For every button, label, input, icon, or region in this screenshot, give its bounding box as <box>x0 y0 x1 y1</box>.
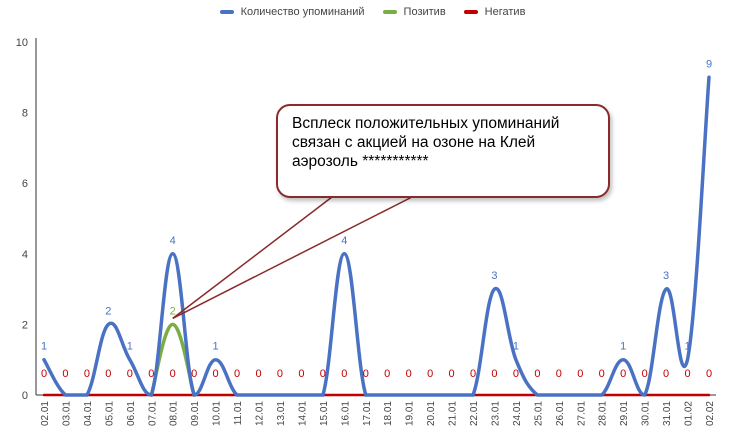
data-label-negative: 0 <box>406 368 412 380</box>
x-tick-label: 13.01 <box>276 401 287 426</box>
x-tick-label: 28.01 <box>598 401 609 426</box>
x-tick-label: 20.01 <box>426 401 437 426</box>
x-tick-label: 01.02 <box>684 401 695 426</box>
data-label-negative: 0 <box>663 368 669 380</box>
x-tick-label: 03.01 <box>61 401 72 426</box>
data-label-mentions: 3 <box>491 270 497 282</box>
legend-label-mentions: Количество упоминаний <box>240 6 365 18</box>
x-tick-label: 18.01 <box>383 401 394 426</box>
data-label-mentions: 1 <box>213 341 219 353</box>
x-tick-label: 30.01 <box>641 401 652 426</box>
x-tick-label: 02.01 <box>40 401 51 426</box>
x-tick-label: 27.01 <box>576 401 587 426</box>
x-tick-label: 06.01 <box>126 401 137 426</box>
data-label-negative: 0 <box>449 368 455 380</box>
chart-legend: Количество упоминаний Позитив Негатив <box>0 6 745 18</box>
data-label-mentions: 4 <box>170 235 176 247</box>
data-label-negative: 0 <box>556 368 562 380</box>
data-label-negative: 0 <box>706 368 712 380</box>
data-label-negative: 0 <box>105 368 111 380</box>
data-label-negative: 0 <box>577 368 583 380</box>
data-label-negative: 0 <box>127 368 133 380</box>
data-label-negative: 0 <box>170 368 176 380</box>
x-tick-label: 15.01 <box>319 401 330 426</box>
y-tick-label: 6 <box>22 178 28 190</box>
data-label-negative: 0 <box>84 368 90 380</box>
legend-label-positive: Позитив <box>403 6 446 18</box>
data-label-mentions: 1 <box>684 341 690 353</box>
legend-item-positive: Позитив <box>382 6 446 18</box>
data-label-negative: 0 <box>427 368 433 380</box>
legend-swatch-negative <box>463 10 478 14</box>
data-label-negative: 0 <box>684 368 690 380</box>
data-label-negative: 0 <box>191 368 197 380</box>
x-tick-label: 19.01 <box>405 401 416 426</box>
y-tick-label: 4 <box>22 249 28 261</box>
data-label-negative: 0 <box>41 368 47 380</box>
data-label-negative: 0 <box>277 368 283 380</box>
data-label-mentions: 4 <box>341 235 347 247</box>
data-label-negative: 0 <box>234 368 240 380</box>
data-label-negative: 0 <box>620 368 626 380</box>
x-tick-label: 04.01 <box>83 401 94 426</box>
data-label-mentions: 1 <box>127 341 133 353</box>
legend-item-negative: Негатив <box>463 6 526 18</box>
data-label-negative: 0 <box>534 368 540 380</box>
data-label-negative: 0 <box>642 368 648 380</box>
data-label-positive: 2 <box>170 305 176 317</box>
x-tick-label: 22.01 <box>469 401 480 426</box>
series-line-mentions <box>42 75 711 397</box>
data-label-negative: 0 <box>341 368 347 380</box>
data-label-negative: 0 <box>255 368 261 380</box>
data-label-mentions: 2 <box>105 305 111 317</box>
annotation-callout: Всплеск положительных упоминаний связан … <box>276 104 610 198</box>
data-label-negative: 0 <box>513 368 519 380</box>
data-label-negative: 0 <box>320 368 326 380</box>
data-label-negative: 0 <box>298 368 304 380</box>
legend-label-negative: Негатив <box>484 6 526 18</box>
y-tick-label: 2 <box>22 319 28 331</box>
x-tick-label: 08.01 <box>169 401 180 426</box>
data-label-mentions: 1 <box>513 341 519 353</box>
x-tick-label: 26.01 <box>555 401 566 426</box>
x-tick-label: 12.01 <box>255 401 266 426</box>
x-tick-label: 11.01 <box>233 401 244 426</box>
callout-pointer-line <box>172 196 333 319</box>
x-tick-label: 16.01 <box>340 401 351 426</box>
x-tick-label: 05.01 <box>104 401 115 426</box>
data-label-mentions: 3 <box>663 270 669 282</box>
data-label-negative: 0 <box>62 368 68 380</box>
data-label-mentions: 1 <box>620 341 626 353</box>
x-tick-label: 24.01 <box>512 401 523 426</box>
legend-swatch-positive <box>382 10 397 14</box>
x-tick-label: 17.01 <box>362 401 373 426</box>
legend-swatch-mentions <box>219 10 234 14</box>
x-tick-label: 31.01 <box>662 401 673 426</box>
legend-item-mentions: Количество упоминаний <box>219 6 365 18</box>
data-label-negative: 0 <box>148 368 154 380</box>
x-tick-label: 07.01 <box>147 401 158 426</box>
x-tick-label: 09.01 <box>190 401 201 426</box>
data-label-mentions: 1 <box>41 341 47 353</box>
x-tick-label: 25.01 <box>533 401 544 426</box>
y-tick-label: 8 <box>22 108 28 120</box>
x-tick-label: 14.01 <box>297 401 308 426</box>
x-tick-label: 21.01 <box>448 401 459 426</box>
data-label-negative: 0 <box>384 368 390 380</box>
y-tick-label: 0 <box>22 390 28 402</box>
x-tick-label: 10.01 <box>212 401 223 426</box>
data-label-negative: 0 <box>491 368 497 380</box>
data-label-negative: 0 <box>599 368 605 380</box>
callout-pointer-line <box>172 196 413 320</box>
data-label-negative: 0 <box>470 368 476 380</box>
x-tick-label: 23.01 <box>490 401 501 426</box>
x-tick-label: 02.02 <box>705 401 716 426</box>
x-tick-label: 29.01 <box>619 401 630 426</box>
data-label-mentions: 9 <box>706 58 712 70</box>
y-tick-label: 10 <box>16 37 28 49</box>
data-label-negative: 0 <box>213 368 219 380</box>
data-label-negative: 0 <box>363 368 369 380</box>
